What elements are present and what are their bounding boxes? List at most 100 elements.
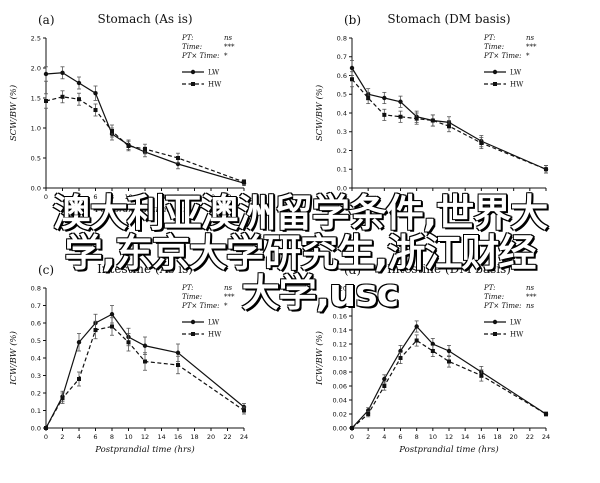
data-point: [382, 376, 387, 382]
x-tick-label: 18: [190, 433, 198, 441]
data-point: [350, 77, 354, 82]
y-tick-label: 0.20: [333, 284, 347, 292]
stat-value: *: [526, 52, 530, 60]
data-point: [110, 129, 114, 133]
x-tick-label: 16: [174, 433, 182, 441]
y-tick-label: 0.7: [337, 53, 347, 61]
x-tick-label: 20: [510, 433, 518, 441]
x-tick-label: 8: [110, 193, 114, 201]
legend-marker: [492, 69, 498, 75]
x-tick-label: 14: [157, 433, 165, 441]
data-point: [175, 350, 181, 355]
y-axis-label: SCW/BW (%): [314, 85, 325, 141]
x-tick-label: 20: [207, 193, 215, 201]
stat-value: ns: [526, 302, 535, 310]
data-point: [382, 384, 387, 388]
y-tick-label: 0.4: [337, 109, 347, 117]
y-tick-label: 0.14: [333, 326, 347, 334]
x-tick-label: 2: [60, 433, 64, 441]
y-tick-label: 0.5: [31, 337, 41, 345]
x-tick-label: 6: [93, 433, 97, 441]
data-point: [76, 80, 82, 86]
series-hw: [350, 71, 548, 174]
data-point: [176, 156, 180, 160]
data-point: [110, 324, 114, 329]
chart-panel-a: (a) Stomach (As is)0.00.51.01.52.02.50 2 4 6…: [8, 12, 248, 215]
data-point: [76, 340, 82, 345]
y-tick-label: 0.16: [333, 312, 347, 320]
y-tick-label: 0.06: [333, 382, 347, 390]
legend-label: HW: [208, 331, 222, 339]
data-point: [44, 426, 48, 430]
y-axis-label: ICW/BW (%): [314, 331, 325, 386]
y-tick-label: 0.6: [337, 72, 347, 80]
stat-value: ***: [526, 43, 537, 51]
data-point: [430, 349, 435, 353]
series-hw: [44, 90, 246, 185]
chart-title: Intestine (As is): [97, 262, 193, 276]
stat-label: Time:: [484, 293, 504, 301]
y-tick-label: 0.02: [333, 410, 347, 418]
stat-label: Time:: [182, 293, 202, 301]
legend-label: LW: [510, 69, 522, 77]
stat-label: PT:: [483, 34, 496, 42]
chart-panel-b: (b) Stomach (DM basis) 0.0 0.1 0.2 0.3 0.4 0.5 0…: [314, 12, 549, 192]
series-line: [351, 339, 547, 429]
x-tick-label: 22: [223, 433, 231, 441]
data-point: [544, 412, 548, 416]
y-tick-label: 0.0: [337, 184, 347, 192]
stat-value: ns: [224, 284, 233, 292]
stat-value: ***: [526, 293, 537, 301]
data-point: [382, 112, 387, 117]
series-line: [351, 325, 547, 429]
y-tick-label: 0.1: [31, 407, 41, 415]
y-tick-label: 0.6: [31, 319, 41, 327]
x-tick-label: 18: [190, 193, 198, 201]
x-tick-label: 20: [207, 433, 215, 441]
y-tick-label: 0.3: [31, 372, 41, 380]
stat-label: PT× Time:: [181, 302, 220, 310]
data-point: [60, 396, 65, 401]
y-tick-label: 0.18: [333, 298, 347, 306]
x-tick-label: 10: [429, 433, 437, 441]
series-line: [45, 325, 245, 429]
stat-label: PT:: [181, 34, 194, 42]
data-point: [366, 412, 371, 416]
y-tick-label: 2.0: [31, 64, 41, 72]
panel-letter: (a): [38, 13, 55, 27]
x-tick-label: 4: [77, 433, 81, 441]
stat-label: PT:: [483, 284, 496, 292]
y-tick-label: 1.5: [31, 94, 41, 102]
x-tick-label: 24: [240, 433, 248, 441]
legend-label: HW: [510, 331, 524, 339]
y-tick-label: 1.0: [31, 124, 41, 132]
chart-title: Stomach (DM basis): [387, 12, 510, 26]
y-tick-label: 0.0: [31, 424, 41, 432]
x-tick-label: 22: [526, 433, 534, 441]
data-point: [398, 114, 403, 119]
data-point: [93, 91, 98, 96]
legend-marker: [493, 82, 497, 86]
stat-value: *: [224, 302, 228, 310]
y-tick-label: 0.8: [337, 34, 347, 42]
y-tick-label: 0.2: [31, 389, 41, 397]
legend-marker: [493, 332, 497, 336]
series-hw: [350, 334, 548, 430]
stat-value: ***: [224, 293, 235, 301]
x-tick-label: 12: [141, 433, 149, 441]
legend-marker: [190, 69, 196, 75]
data-point: [93, 108, 98, 112]
data-point: [366, 96, 371, 100]
legend-label: LW: [510, 319, 522, 327]
x-tick-label: 12: [141, 193, 149, 201]
data-point: [77, 377, 81, 381]
x-tick-label: 8: [110, 433, 114, 441]
x-tick-label: 0: [44, 193, 48, 201]
y-tick-label: 2.5: [31, 34, 41, 42]
x-tick-label: 2: [366, 433, 370, 441]
series-line: [45, 96, 245, 183]
x-tick-label: 4: [77, 193, 81, 201]
y-tick-label: 0.00: [333, 424, 347, 432]
chart-title: Intestine (DM basis): [387, 262, 511, 276]
